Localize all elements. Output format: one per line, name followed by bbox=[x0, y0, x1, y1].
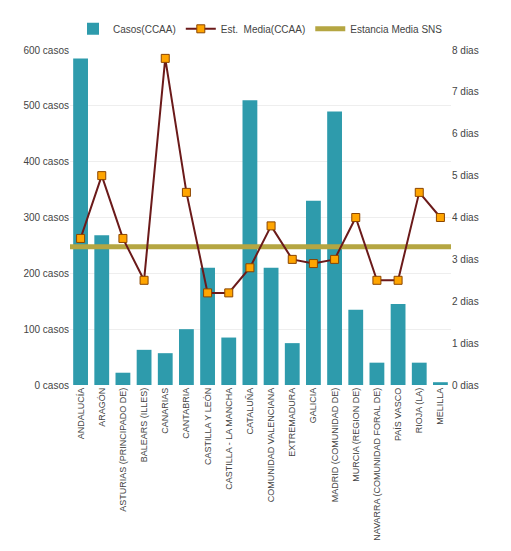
svg-text:NAVARRA (COMUNIDAD FORAL DE): NAVARRA (COMUNIDAD FORAL DE) bbox=[372, 388, 382, 541]
svg-text:0 dias: 0 dias bbox=[452, 380, 479, 391]
svg-text:4 dias: 4 dias bbox=[452, 212, 479, 223]
svg-text:ARAGÓN: ARAGÓN bbox=[97, 388, 107, 427]
svg-text:5 dias: 5 dias bbox=[452, 170, 479, 181]
svg-text:COMUNIDAD VALENCIANA: COMUNIDAD VALENCIANA bbox=[266, 388, 276, 502]
svg-text:CATALUÑA: CATALUÑA bbox=[245, 388, 255, 435]
svg-text:MURCIA (REGION DE): MURCIA (REGION DE) bbox=[351, 388, 361, 482]
svg-text:PAÍS VASCO: PAÍS VASCO bbox=[393, 388, 403, 441]
svg-text:CANARIAS: CANARIAS bbox=[160, 388, 170, 434]
svg-text:Casos(CCAA): Casos(CCAA) bbox=[113, 24, 176, 35]
svg-text:100 casos: 100 casos bbox=[23, 324, 69, 335]
svg-text:ASTURIAS (PRINCIPADO DE): ASTURIAS (PRINCIPADO DE) bbox=[118, 388, 128, 512]
svg-text:CASTILLA Y LEÓN: CASTILLA Y LEÓN bbox=[203, 388, 213, 465]
svg-text:BALEARS (ILLES): BALEARS (ILLES) bbox=[139, 388, 149, 463]
svg-text:500 casos: 500 casos bbox=[23, 100, 69, 111]
svg-text:RIOJA (LA): RIOJA (LA) bbox=[414, 388, 424, 434]
svg-text:MADRID (COMUNIDAD DE): MADRID (COMUNIDAD DE) bbox=[330, 388, 340, 503]
svg-text:2 dias: 2 dias bbox=[452, 296, 479, 307]
svg-text:3 dias: 3 dias bbox=[452, 254, 479, 265]
svg-text:CASTILLA - LA MANCHA: CASTILLA - LA MANCHA bbox=[224, 388, 234, 490]
svg-text:200 casos: 200 casos bbox=[23, 268, 69, 279]
svg-text:GALICIA: GALICIA bbox=[308, 388, 318, 424]
svg-text:Estancia Media SNS: Estancia Media SNS bbox=[350, 24, 442, 35]
svg-text:6 dias: 6 dias bbox=[452, 128, 479, 139]
svg-text:300 casos: 300 casos bbox=[23, 212, 69, 223]
svg-text:CANTABRIA: CANTABRIA bbox=[181, 388, 191, 439]
svg-text:MELILLA: MELILLA bbox=[435, 388, 445, 425]
svg-text:0 casos: 0 casos bbox=[35, 380, 69, 391]
svg-text:EXTREMADURA: EXTREMADURA bbox=[287, 388, 297, 457]
svg-text:ANDALUCÍA: ANDALUCÍA bbox=[76, 388, 86, 440]
svg-text:1 dias: 1 dias bbox=[452, 338, 479, 349]
svg-text:Est. Media(CCAA): Est. Media(CCAA) bbox=[221, 24, 305, 35]
svg-text:600 casos: 600 casos bbox=[23, 45, 69, 56]
svg-text:7 dias: 7 dias bbox=[452, 86, 479, 97]
svg-text:8 dias: 8 dias bbox=[452, 45, 479, 56]
svg-text:400 casos: 400 casos bbox=[23, 156, 69, 167]
